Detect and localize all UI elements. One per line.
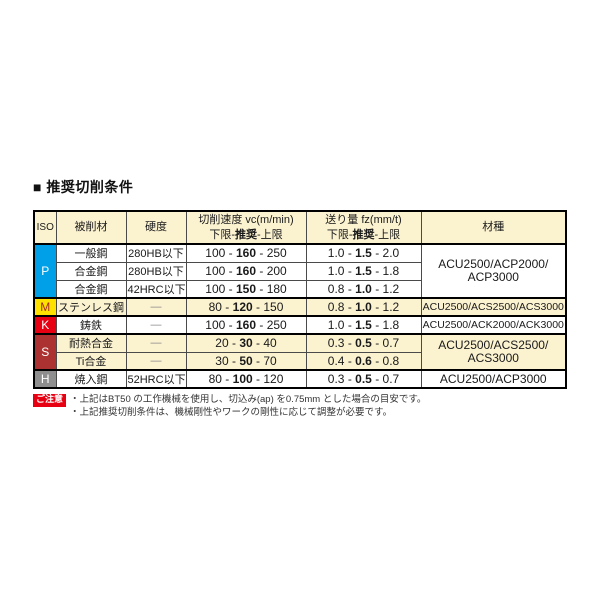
table-header-row: ISO 被削材 硬度 切削速度 vc(m/min) 下限-推奨-上限 送り量 f…	[33, 210, 567, 245]
header-vc-label: 切削速度 vc(m/min)	[198, 214, 294, 227]
fz-cell: 0.3 - 0.5 - 0.7	[305, 369, 422, 389]
vc-cell: 100 - 150 - 180	[185, 279, 307, 299]
material-cell: 合金鋼	[55, 279, 127, 299]
vc-cell: 100 - 160 - 200	[185, 261, 307, 281]
table-row: 合金鋼 42HRC以下 100 - 150 - 180 0.8 - 1.0 - …	[34, 279, 566, 299]
hardness-cell: 42HRC以下	[125, 279, 187, 299]
hardness-cell: 280HB以下	[125, 243, 187, 263]
hardness-cell: —	[125, 315, 187, 335]
recommended-cutting-conditions-section: ■ 推奨切削条件 ISO 被削材 硬度 切削速度 vc(m/min) 下限-推奨…	[33, 177, 567, 420]
table-row: H 焼入鋼 52HRC以下 80 - 100 - 120 0.3 - 0.5 -…	[33, 369, 567, 389]
vc-cell: 100 - 160 - 250	[185, 243, 307, 263]
header-hardness: 硬度	[125, 210, 187, 245]
material-cell: 耐熱合金	[55, 333, 127, 353]
vc-cell: 30 - 50 - 70	[185, 351, 307, 371]
material-cell: ステンレス鋼	[55, 297, 127, 317]
note-line: ・上記はBT50 の工作機械を使用し、切込み(ap) を0.75mm とした場合…	[70, 394, 427, 405]
note-line: ・上記推奨切削条件は、機械剛性やワークの剛性に応じて調整が必要です。	[70, 406, 393, 418]
material-cell: Ti合金	[55, 351, 127, 371]
hardness-cell: 52HRC以下	[125, 369, 187, 389]
fz-cell: 1.0 - 1.5 - 2.0	[305, 243, 422, 263]
header-iso: ISO	[33, 210, 57, 245]
grade-cell: ACU2500/ACS2500/ACS3000	[420, 297, 567, 317]
iso-badge-h: H	[33, 369, 57, 389]
fz-cell: 1.0 - 1.5 - 1.8	[305, 261, 422, 281]
table-row: S 耐熱合金 — 20 - 30 - 40 0.3 - 0.5 - 0.7 AC…	[33, 333, 567, 371]
fz-cell: 0.8 - 1.0 - 1.2	[305, 297, 422, 317]
vc-cell: 80 - 120 - 150	[185, 297, 307, 317]
hardness-cell: 280HB以下	[125, 261, 187, 281]
hardness-cell: —	[125, 333, 187, 353]
header-material: 被削材	[55, 210, 127, 245]
grade-cell: ACU2500/ACS2500/ACS3000	[420, 333, 567, 371]
header-cutting-speed: 切削速度 vc(m/min) 下限-推奨-上限	[185, 210, 307, 245]
hardness-cell: —	[125, 297, 187, 317]
table-row: P 一般鋼 280HB以下 100 - 160 - 250 1.0 - 1.5 …	[33, 243, 567, 299]
grade-cell: ACU2500/ACP3000	[420, 369, 567, 389]
material-cell: 焼入鋼	[55, 369, 127, 389]
header-vc-range: 下限-推奨-上限	[209, 228, 283, 241]
notice-badge: ご注意	[33, 394, 67, 407]
notes-section: ご注意 ・上記はBT50 の工作機械を使用し、切込み(ap) を0.75mm と…	[33, 394, 567, 420]
iso-badge-m: M	[33, 297, 57, 317]
header-fz-range: 下限-推奨-上限	[326, 228, 401, 241]
fz-cell: 0.4 - 0.6 - 0.8	[305, 351, 422, 371]
header-feed: 送り量 fz(mm/t) 下限-推奨-上限	[305, 210, 422, 245]
section-title: ■ 推奨切削条件	[33, 179, 134, 195]
note-lines: ・上記はBT50 の工作機械を使用し、切込み(ap) を0.75mm とした場合…	[70, 394, 426, 420]
table-row: M ステンレス鋼 — 80 - 120 - 150 0.8 - 1.0 - 1.…	[33, 297, 567, 317]
fz-cell: 1.0 - 1.5 - 1.8	[305, 315, 422, 335]
header-fz-label: 送り量 fz(mm/t)	[325, 214, 402, 227]
table-row: 合金鋼 280HB以下 100 - 160 - 200 1.0 - 1.5 - …	[34, 261, 566, 281]
vc-cell: 80 - 100 - 120	[185, 369, 307, 389]
fz-cell: 0.8 - 1.0 - 1.2	[305, 279, 422, 299]
grade-cell: ACU2500/ACK2000/ACK3000	[420, 315, 567, 335]
grade-cell: ACU2500/ACP2000/ACP3000	[420, 243, 567, 299]
iso-badge-p: P	[33, 243, 57, 299]
material-cell: 一般鋼	[55, 243, 127, 263]
cutting-conditions-table: ISO 被削材 硬度 切削速度 vc(m/min) 下限-推奨-上限 送り量 f…	[33, 210, 567, 389]
vc-cell: 100 - 160 - 250	[185, 315, 307, 335]
header-grade: 材種	[420, 210, 567, 245]
iso-badge-s: S	[33, 333, 57, 371]
table-row: K 鋳鉄 — 100 - 160 - 250 1.0 - 1.5 - 1.8 A…	[33, 315, 567, 335]
fz-cell: 0.3 - 0.5 - 0.7	[305, 333, 422, 353]
iso-badge-k: K	[33, 315, 57, 335]
vc-cell: 20 - 30 - 40	[185, 333, 307, 353]
hardness-cell: —	[125, 351, 187, 371]
material-cell: 鋳鉄	[55, 315, 127, 335]
material-cell: 合金鋼	[55, 261, 127, 281]
